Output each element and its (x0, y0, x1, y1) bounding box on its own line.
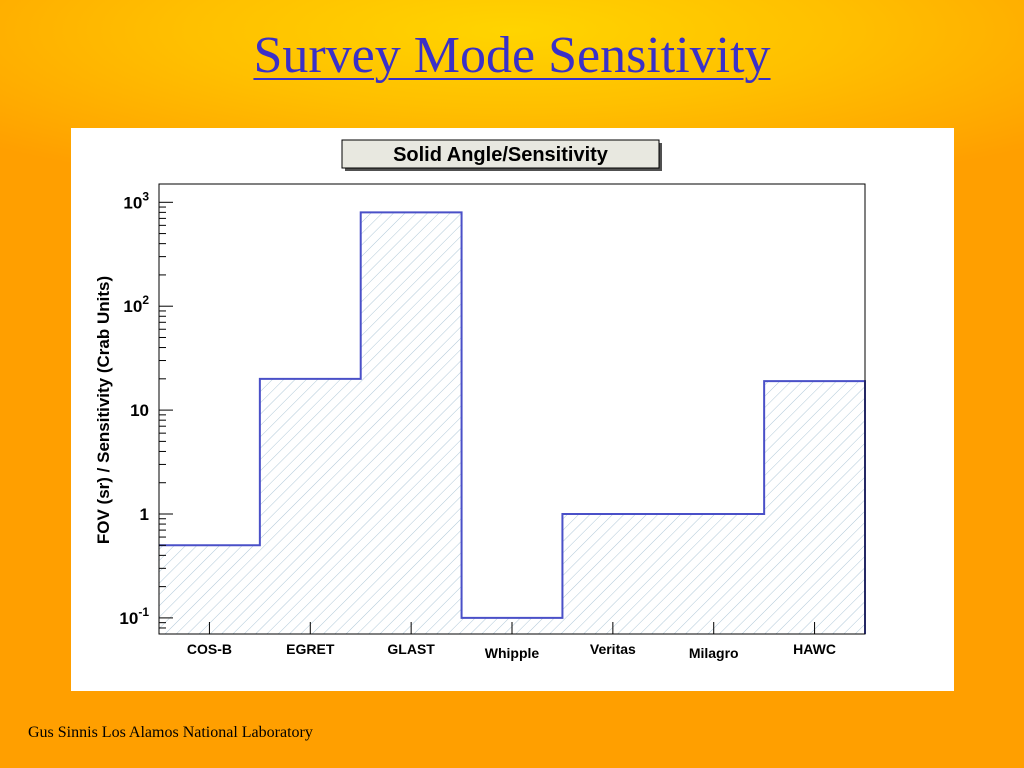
bar-egret (259, 378, 361, 634)
chart-title: Solid Angle/Sensitivity (393, 144, 609, 166)
bar-hawc (764, 381, 865, 634)
bar-cos-b (159, 545, 260, 634)
bar-milagro (663, 514, 765, 634)
chart-panel: Solid Angle/Sensitivity 10-1 1 10 102 103 COS… (71, 128, 954, 691)
y-tick-label: 102 (123, 293, 149, 316)
footer-credit: Gus Sinnis Los Alamos National Laborator… (28, 724, 313, 741)
y-axis-label: FOV (sr) / Sensitivity (Crab Units) (94, 276, 113, 544)
y-tick-label: 10 (130, 401, 149, 420)
x-tick-label-cos-b: COS-B (187, 641, 232, 657)
x-tick-label-glast: GLAST (387, 641, 435, 657)
slide-title: Survey Mode Sensitivity (253, 27, 771, 84)
solid-angle-sensitivity-chart: Solid Angle/Sensitivity 10-1 1 10 102 103 COS… (94, 139, 866, 661)
axes-layer: 10-1 1 10 102 103 COS-B EGRET GLAST Whipple Verit… (119, 183, 866, 661)
x-tick-label-hawc: HAWC (793, 641, 836, 657)
chart-title-box: Solid Angle/Sensitivity (341, 139, 662, 171)
bar-veritas (562, 514, 664, 634)
y-tick-label: 103 (123, 189, 149, 212)
y-tick-label: 1 (140, 505, 149, 524)
x-tick-label-egret: EGRET (286, 641, 335, 657)
x-tick-label-milagro: Milagro (689, 645, 739, 661)
x-tick-label-whipple: Whipple (485, 645, 540, 661)
y-tick-label: 10-1 (119, 605, 149, 628)
x-tick-label-veritas: Veritas (590, 641, 636, 657)
histogram-outline (159, 211, 866, 634)
bars-layer (159, 211, 866, 634)
bar-glast (360, 212, 462, 634)
